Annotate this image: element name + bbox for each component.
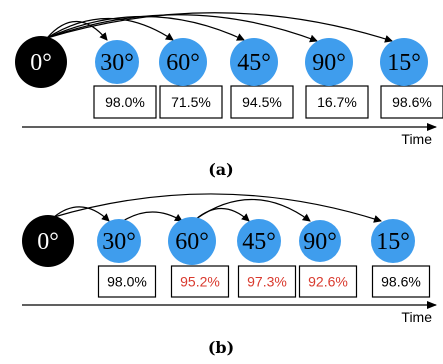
accuracy-value: 16.7% (317, 94, 357, 110)
angle-node (95, 40, 139, 84)
start-node-label: 0° (30, 50, 52, 76)
accuracy-box (380, 85, 443, 119)
angle-node (305, 38, 353, 86)
transition-arrow (46, 20, 108, 41)
accuracy-box (93, 85, 157, 119)
angle-node (97, 219, 141, 263)
accuracy-box (237, 265, 297, 298)
start-node-label: 0° (37, 229, 59, 255)
accuracy-value: 95.2% (180, 274, 220, 290)
accuracy-value: 97.3% (247, 274, 287, 290)
transition-arrow (46, 17, 174, 41)
transition-arrow (46, 14, 318, 43)
transition-arrow (53, 193, 382, 223)
angle-node (371, 219, 415, 263)
accuracy-box (230, 85, 294, 119)
panel-caption: (a) (208, 160, 234, 179)
start-node (15, 36, 67, 88)
angle-node-label: 60° (166, 50, 200, 76)
accuracy-value: 98.6% (392, 94, 432, 110)
accuracy-value: 98.6% (381, 274, 421, 290)
angle-node-label: 30° (100, 50, 134, 76)
accuracy-value: 98.0% (107, 274, 147, 290)
time-axis-label: Time (401, 131, 432, 147)
accuracy-box (305, 85, 369, 119)
angle-node (230, 38, 278, 86)
angle-node-label: 60° (175, 229, 209, 255)
accuracy-box (371, 265, 431, 298)
panel-a: Time 0° 98.0% 71.5% 94.5% 16.7% 98.6% 30° 60° 45°… (15, 12, 443, 179)
transition-arrow (53, 206, 110, 222)
angle-node-label: 90° (303, 229, 337, 255)
accuracy-box (170, 265, 230, 298)
accuracy-value: 92.6% (308, 274, 348, 290)
accuracy-box (159, 85, 223, 119)
angle-node (159, 38, 207, 86)
transition-arrow (122, 211, 183, 222)
transition-arrow (195, 207, 250, 222)
accuracy-value: 98.0% (105, 94, 145, 110)
angle-node-label: 45° (237, 50, 271, 76)
panel-b: Time 0° 98.0% 95.2% 97.3% 92.6% 98.6% 30° 60° 45°… (22, 193, 437, 357)
accuracy-box (97, 265, 157, 298)
accuracy-value: 94.5% (242, 94, 282, 110)
angle-node-label: 90° (312, 50, 346, 76)
angle-node-label: 15° (387, 50, 421, 76)
accuracy-value: 71.5% (171, 94, 211, 110)
angle-node-label: 45° (242, 229, 276, 255)
angle-node-label: 15° (376, 229, 410, 255)
angle-node (380, 38, 428, 86)
transition-arrow (46, 12, 393, 43)
angle-node (237, 219, 281, 263)
panel-caption: (b) (208, 338, 234, 357)
angle-node (168, 217, 216, 265)
angle-node-label: 30° (102, 229, 136, 255)
transition-arrow (195, 198, 311, 222)
accuracy-box (298, 265, 358, 298)
angle-node (299, 220, 341, 262)
start-node (22, 215, 74, 267)
time-axis-label: Time (401, 309, 432, 325)
